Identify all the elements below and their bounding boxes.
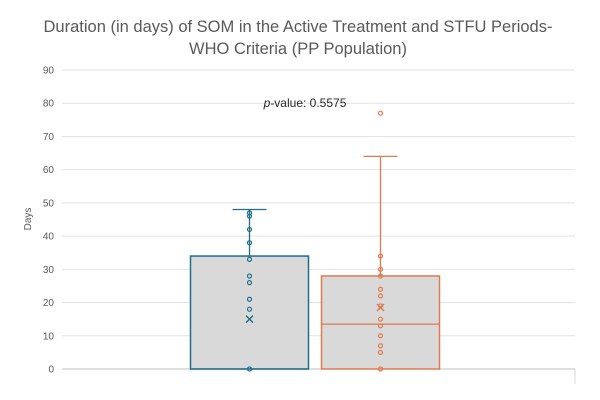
mean-marker [245,315,254,324]
y-tick-label: 10 [43,331,55,342]
chart-title-line-1: Duration (in days) of SOM in the Active … [44,18,553,36]
data-point [246,256,253,262]
y-tick-label: 60 [43,165,55,176]
y-tick-label: 30 [43,265,55,276]
y-axis-ticks: 0 10 20 30 40 50 60 70 80 90 [43,66,55,376]
data-point [377,343,384,349]
chart-title-line-2: WHO Criteria (PP Population) [189,40,407,58]
data-point [377,316,384,322]
y-tick-label: 90 [43,66,55,77]
mean-marker [376,303,385,312]
data-point [377,266,384,272]
box-series-1 [189,208,310,372]
y-tick-label: 70 [43,132,55,143]
y-tick-label: 0 [48,365,54,376]
y-tick-label: 20 [43,298,55,309]
data-point [377,333,384,339]
data-point [246,306,253,312]
data-point [246,273,253,279]
p-value-text: -value: 0.5575 [270,96,346,110]
data-point [377,323,384,329]
data-point [246,296,253,302]
box [189,255,310,370]
y-axis-label: Days [23,208,34,231]
data-point [246,280,253,286]
data-point [246,213,253,219]
gridlines [62,69,576,384]
y-tick-label: 40 [43,232,55,243]
box-series-2 [320,110,441,372]
data-point [246,366,253,372]
data-point [377,253,384,259]
mean-marker-stroke-2 [245,315,254,324]
data-point [377,366,384,372]
mean-marker-stroke-2 [376,303,385,312]
p-value-italic-p: p [263,96,271,110]
data-point [377,293,384,299]
data-point [246,210,253,216]
y-tick-label: 50 [43,198,55,209]
p-value-annotation: p-value: 0.5575 [263,96,347,110]
y-tick-label: 80 [43,99,55,110]
data-point [377,110,384,116]
data-point [377,286,384,292]
data-point [377,349,384,355]
box [320,275,441,370]
data-point [246,240,253,246]
data-point [246,226,253,233]
box-series [189,110,441,372]
data-point [377,273,384,279]
